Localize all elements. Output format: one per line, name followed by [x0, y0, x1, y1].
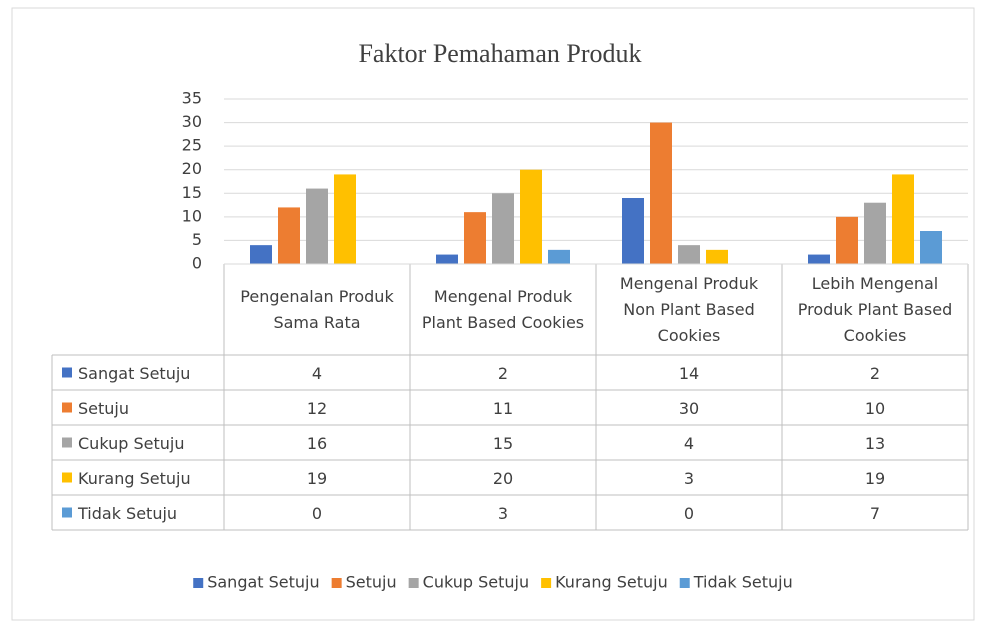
table-value: 3	[498, 504, 508, 523]
legend-key	[408, 578, 419, 588]
table-legend-key	[62, 437, 72, 448]
legend-label: Sangat Setuju	[207, 573, 319, 592]
table-legend-key	[62, 472, 72, 483]
legend-key	[541, 578, 552, 588]
table-value: 15	[493, 434, 513, 453]
table-value: 3	[684, 469, 694, 488]
bar	[464, 212, 486, 264]
table-row-header: Sangat Setuju	[78, 364, 190, 383]
x-tick-label: Lebih Mengenal Produk Plant Based Cookie…	[797, 273, 953, 345]
table-legend-key	[62, 507, 72, 518]
bar	[278, 207, 300, 264]
table-value: 2	[870, 364, 880, 383]
chart-title: Faktor Pemahaman Produk	[358, 39, 641, 68]
legend-key	[679, 578, 690, 588]
table-value: 14	[679, 364, 699, 383]
bar	[622, 198, 644, 264]
legend-key	[331, 578, 342, 588]
category-cell: Mengenal Produk Plant Based Cookies	[421, 286, 585, 332]
table-value: 7	[870, 504, 880, 523]
y-tick-label: 5	[192, 230, 202, 249]
table-value: 30	[679, 399, 699, 418]
bar	[836, 216, 858, 264]
table-value: 19	[307, 469, 327, 488]
category-cell: Pengenalan Produk Sama Rata	[240, 286, 394, 332]
legend-label: Cukup Setuju	[423, 573, 529, 592]
table-value: 16	[307, 434, 327, 453]
table-value: 19	[865, 469, 885, 488]
table-legend-key	[62, 402, 72, 413]
table-value: 11	[493, 399, 513, 418]
bar	[520, 169, 542, 264]
legend-label: Setuju	[346, 573, 397, 592]
table-row-header: Setuju	[78, 399, 129, 418]
table-row-header: Tidak Setuju	[77, 504, 177, 523]
table-value: 20	[493, 469, 513, 488]
table-value: 4	[312, 364, 322, 383]
table-row-header: Cukup Setuju	[78, 434, 184, 453]
bar	[650, 122, 672, 264]
y-tick-label: 35	[182, 89, 202, 108]
bar	[250, 245, 272, 264]
bar	[892, 174, 914, 264]
bar	[706, 249, 728, 264]
bar	[864, 202, 886, 264]
bar	[334, 174, 356, 264]
x-tick-label: Pengenalan Produk Sama Rata	[240, 286, 394, 332]
table-legend-key	[62, 367, 72, 378]
table-value: 4	[684, 434, 694, 453]
x-tick-label: Mengenal Produk Plant Based Cookies	[421, 286, 585, 332]
y-tick-label: 25	[182, 136, 202, 155]
chart-border	[11, 7, 975, 621]
bar	[306, 188, 328, 264]
bar	[920, 231, 942, 264]
category-cell: Lebih Mengenal Produk Plant Based Cookie…	[797, 273, 953, 345]
legend-label: Tidak Setuju	[693, 573, 793, 592]
bar	[436, 254, 458, 264]
bar	[678, 245, 700, 264]
x-tick-label: Mengenal Produk Non Plant Based Cookies	[619, 273, 759, 345]
y-tick-label: 0	[192, 254, 202, 273]
table-value: 10	[865, 399, 885, 418]
bar	[808, 254, 830, 264]
y-tick-label: 15	[182, 183, 202, 202]
table-value: 13	[865, 434, 885, 453]
table-value: 0	[312, 504, 322, 523]
y-tick-label: 30	[182, 112, 202, 131]
table-value: 0	[684, 504, 694, 523]
category-cell: Mengenal Produk Non Plant Based Cookies	[619, 273, 759, 345]
table-value: 2	[498, 364, 508, 383]
legend-key	[193, 578, 204, 588]
bar	[492, 193, 514, 264]
bar	[548, 249, 570, 264]
table-value: 12	[307, 399, 327, 418]
y-tick-label: 10	[182, 206, 202, 225]
legend-label: Kurang Setuju	[555, 573, 668, 592]
table-row-header: Kurang Setuju	[78, 469, 191, 488]
y-tick-label: 20	[182, 159, 202, 178]
